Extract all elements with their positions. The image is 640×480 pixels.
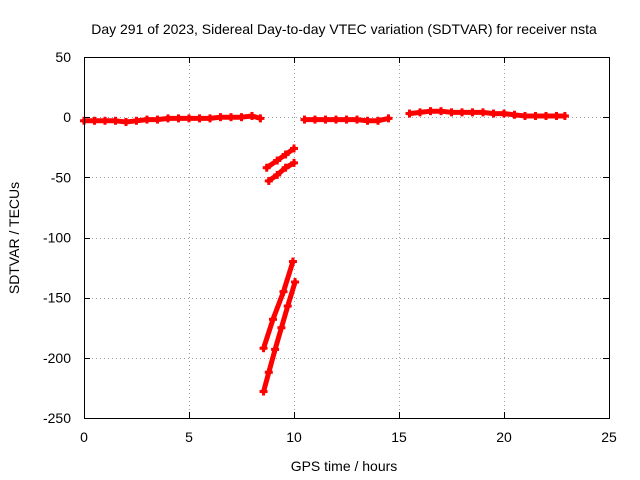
data-point: [342, 115, 351, 124]
data-point: [384, 114, 393, 123]
data-point: [374, 116, 382, 125]
x-tick-label: 0: [80, 429, 88, 445]
data-point: [281, 150, 290, 159]
data-point: [521, 111, 529, 120]
data-point: [281, 163, 290, 172]
data-points: [80, 107, 569, 396]
data-point: [468, 108, 477, 117]
y-tick-label: 50: [55, 49, 71, 65]
data-point: [489, 109, 498, 118]
x-axis-title: GPS time / hours: [291, 458, 398, 474]
data-point: [269, 315, 277, 324]
data-point: [248, 111, 256, 120]
data-point: [279, 287, 288, 296]
data-point: [300, 115, 309, 124]
data-point: [206, 114, 214, 123]
y-tick-label: 0: [63, 109, 71, 125]
data-trace: [264, 146, 297, 171]
data-point: [164, 114, 172, 123]
data-point: [332, 115, 340, 124]
data-point: [277, 323, 286, 332]
data-point: [195, 114, 204, 123]
data-point: [256, 114, 265, 123]
y-tick-label: -250: [43, 410, 71, 426]
data-trace: [261, 259, 296, 351]
data-point: [447, 108, 456, 117]
data-point: [290, 144, 298, 153]
data-point: [290, 158, 298, 167]
data-point: [321, 115, 330, 124]
x-tick-label: 5: [185, 429, 193, 445]
data-point: [283, 302, 292, 311]
data-point: [101, 116, 109, 125]
data-point: [437, 107, 445, 116]
data-point: [500, 109, 508, 118]
data-trace: [266, 160, 297, 184]
y-tick-label: -200: [43, 350, 71, 366]
data-point: [132, 116, 141, 125]
x-tick-label: 15: [391, 429, 407, 445]
data-point: [458, 108, 466, 117]
grid-lines: [84, 57, 609, 418]
data-point: [264, 176, 273, 185]
x-tick-label: 10: [286, 429, 302, 445]
data-point: [143, 115, 151, 124]
data-point: [288, 257, 297, 266]
data-point: [273, 170, 282, 179]
data-point: [510, 110, 519, 119]
y-tick-label: -50: [51, 169, 71, 185]
y-axis-title: SDTVAR / TECUs: [6, 182, 22, 294]
data-point: [174, 114, 183, 123]
data-point: [363, 116, 372, 125]
plot-frame: [84, 57, 610, 419]
data-point: [353, 115, 361, 124]
data-point: [542, 111, 550, 120]
data-point: [259, 344, 268, 353]
data-point: [262, 163, 271, 172]
x-tick-label: 25: [601, 429, 617, 445]
data-point: [237, 113, 246, 122]
data-point: [153, 115, 162, 124]
data-trace: [407, 108, 568, 119]
chart-title: Day 291 of 2023, Sidereal Day-to-day VTE…: [91, 21, 597, 37]
data-point: [259, 387, 268, 396]
data-point: [273, 156, 282, 165]
data-point: [90, 116, 99, 125]
data-point: [552, 111, 561, 120]
data-point: [416, 108, 424, 117]
data-point: [111, 116, 120, 125]
x-tick-label: 20: [496, 429, 512, 445]
data-point: [185, 114, 193, 123]
data-point: [264, 368, 273, 377]
axis-ticks: [84, 57, 610, 419]
data-point: [122, 117, 130, 126]
data-point: [227, 113, 235, 122]
tick-labels: 0 5 10 15 20 25 -250 -200 -150 -100 -50 0 50: [43, 49, 617, 445]
y-tick-label: -100: [43, 230, 71, 246]
y-tick-label: -150: [43, 290, 71, 306]
data-point: [426, 107, 435, 116]
data-point: [291, 278, 300, 287]
data-point: [405, 109, 414, 118]
data-point: [216, 113, 225, 122]
data-point: [560, 111, 569, 120]
data-point: [311, 115, 319, 124]
data-point: [271, 345, 280, 354]
data-point: [531, 111, 540, 120]
data-point: [479, 108, 487, 117]
